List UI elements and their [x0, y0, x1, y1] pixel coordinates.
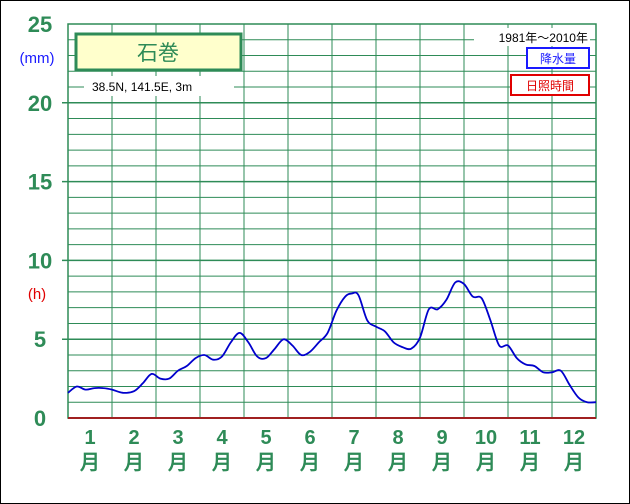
period-label: 1981年〜2010年: [499, 31, 588, 45]
month-number: 7: [348, 427, 359, 449]
month-number: 3: [172, 427, 183, 449]
month-unit: 月: [343, 452, 364, 474]
location-bg: [84, 76, 234, 96]
legend-precip: 降水量: [540, 52, 576, 66]
month-number: 6: [304, 427, 315, 449]
location-label: 38.5N, 141.5E, 3m: [92, 80, 192, 94]
month-number: 1: [84, 427, 95, 449]
y-tick-label: 10: [28, 248, 52, 273]
month-unit: 月: [431, 452, 452, 474]
month-unit: 月: [255, 452, 276, 474]
series-line-precipitation: [67, 280, 597, 404]
legend-precip-box: [526, 47, 590, 69]
y-tick-label: 5: [34, 327, 46, 352]
y-tick-label: 25: [28, 12, 52, 37]
legend-sun: 日照時間: [526, 79, 574, 93]
month-unit: 月: [387, 452, 408, 474]
y-tick-label: 20: [28, 91, 52, 116]
month-unit: 月: [563, 452, 584, 474]
title-box: [74, 32, 243, 72]
unit-sun-label: (h): [28, 286, 46, 303]
month-number: 8: [392, 427, 403, 449]
month-unit: 月: [519, 452, 540, 474]
month-labels: 1 月 2 月 3 月 4 月 5 月 6 月 7 月 8 月 9 月 10 月 11 月 12 月: [79, 427, 585, 474]
month-unit: 月: [211, 452, 232, 474]
month-unit: 月: [123, 452, 144, 474]
month-unit: 月: [299, 452, 320, 474]
chart-title: 石巻: [137, 42, 179, 65]
series-layer: [67, 280, 597, 404]
month-number: 12: [563, 427, 585, 449]
y-tick-labels: 0 5 10 15 20 25: [28, 12, 52, 431]
month-unit: 月: [79, 452, 100, 474]
period-bg: [474, 28, 590, 46]
month-number: 2: [128, 427, 139, 449]
unit-precip-label: (mm): [20, 50, 55, 67]
legend-sun-box: [510, 74, 590, 96]
month-number: 5: [260, 427, 271, 449]
month-number: 4: [216, 427, 228, 449]
month-unit: 月: [475, 452, 496, 474]
y-tick-label: 0: [34, 406, 46, 431]
month-unit: 月: [167, 452, 188, 474]
month-number: 11: [519, 427, 540, 449]
month-number: 9: [436, 427, 447, 449]
month-number: 10: [475, 427, 497, 449]
y-tick-label: 15: [28, 170, 52, 195]
